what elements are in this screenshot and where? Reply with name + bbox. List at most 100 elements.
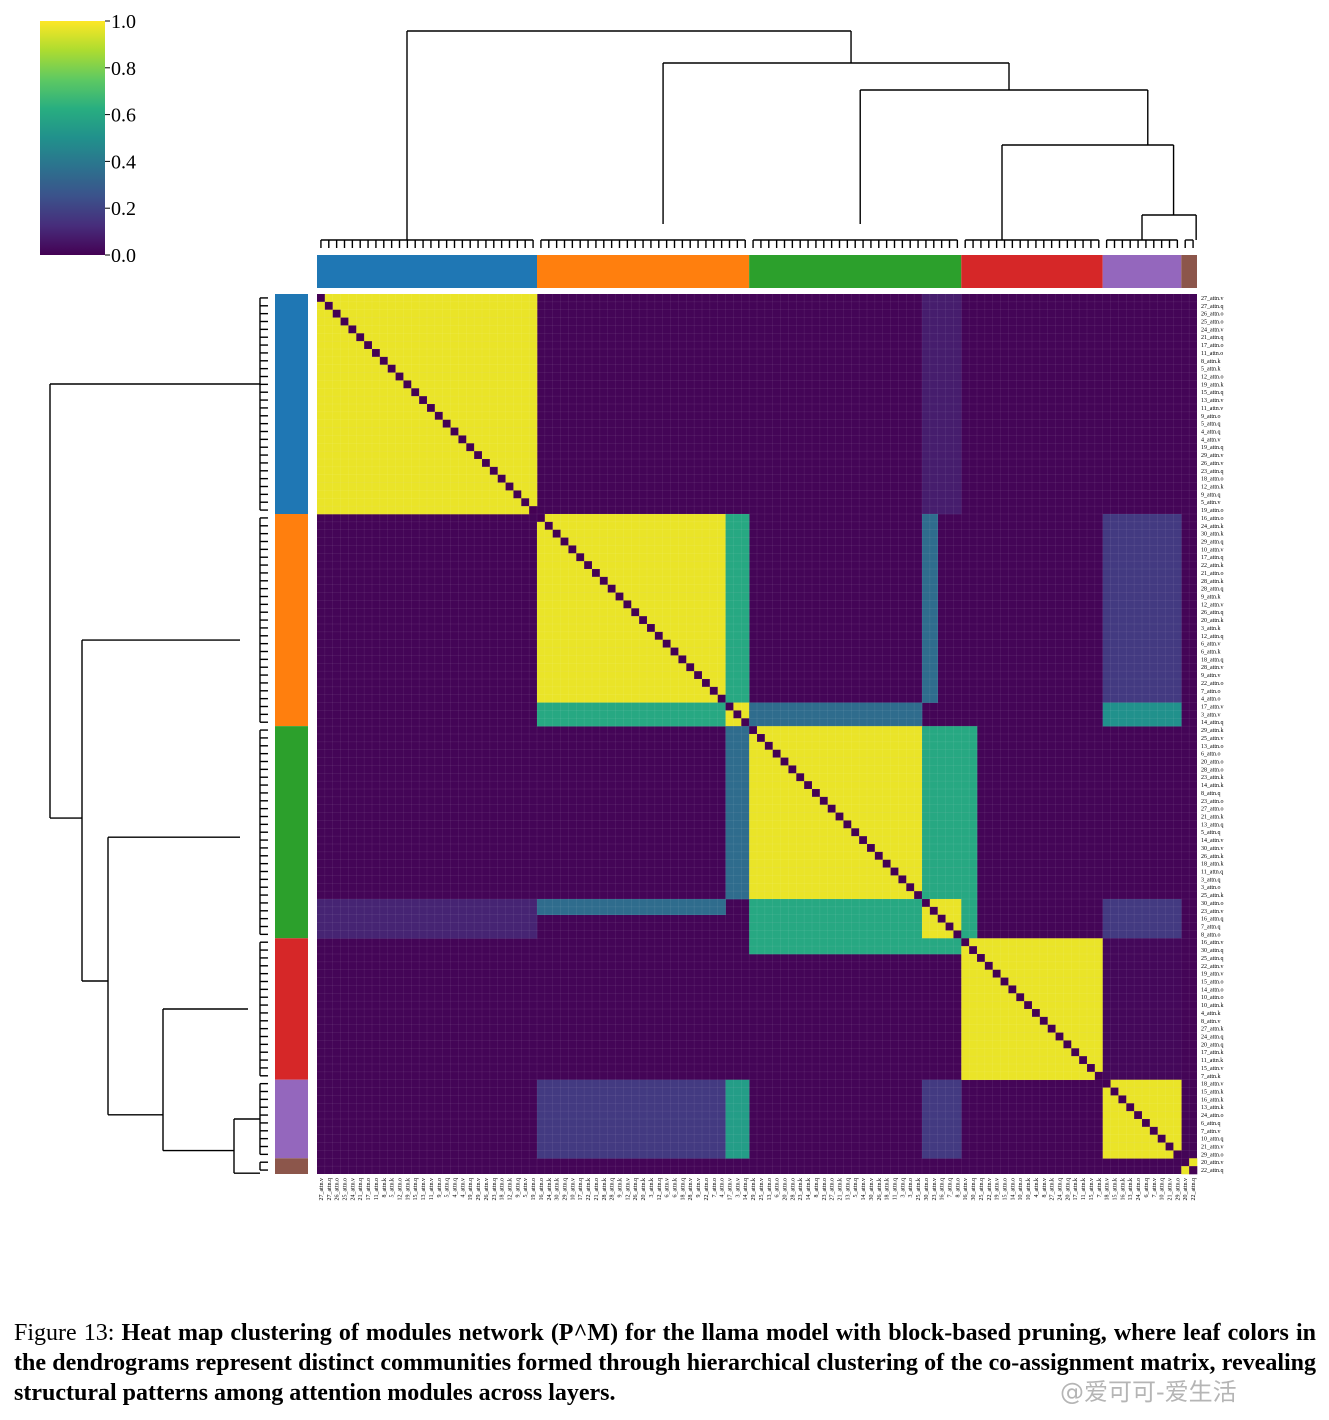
row-tick-label: 16_attn.q <box>1201 917 1224 923</box>
heatmap-cell <box>812 781 923 790</box>
heatmap-cell <box>1024 993 1104 1002</box>
heatmap-cell <box>945 922 954 931</box>
heatmap-cell <box>922 396 962 405</box>
heatmap-cell <box>332 301 538 311</box>
heatmap-cell <box>804 781 813 790</box>
heatmap-cell <box>922 325 962 334</box>
row-tick-label: 26_attn.v <box>1201 461 1224 467</box>
heatmap-cell <box>1142 1119 1151 1128</box>
heatmap-cell <box>1102 1111 1135 1120</box>
heatmap-cell <box>1102 521 1182 531</box>
heatmap-cell <box>922 356 962 366</box>
heatmap-cell <box>1102 561 1182 570</box>
heatmap-cell <box>1071 1040 1104 1049</box>
heatmap-cell <box>922 875 978 884</box>
heatmap-cell <box>647 624 656 633</box>
column-tick-label: 22_attn.k <box>586 1178 592 1201</box>
heatmap-cell <box>867 844 876 853</box>
row-tick-label: 7_attn.k <box>1201 1074 1221 1080</box>
heatmap-cell <box>662 631 726 641</box>
row-tick-label: 3_attn.k <box>1201 626 1221 632</box>
heatmap-cell <box>356 325 538 334</box>
heatmap-cell <box>725 718 742 727</box>
row-tick-label: 25_attn.o <box>1201 320 1224 326</box>
heatmap-cell <box>521 498 530 507</box>
heatmap-cell <box>1181 1166 1190 1175</box>
heatmap-cell <box>1102 663 1182 672</box>
heatmap-cell <box>835 804 923 813</box>
heatmap-cell <box>1102 584 1182 593</box>
heatmap-cell <box>772 749 781 758</box>
heatmap-cell <box>1102 1126 1151 1136</box>
heatmap-cell <box>1102 545 1182 554</box>
row-tick-label: 17_attn.k <box>1201 1050 1224 1056</box>
heatmap-cell <box>364 341 373 350</box>
row-tick-label: 21_attn.o <box>1201 571 1224 577</box>
heatmap-cell <box>922 906 931 916</box>
heatmap-cell <box>922 844 978 853</box>
row-tick-label: 18_attn.v <box>1201 1082 1224 1088</box>
column-tick-label: 8_attn.v <box>1042 1178 1048 1198</box>
row-tick-label: 26_attn.q <box>1201 610 1224 616</box>
heatmap-cell <box>929 899 962 908</box>
heatmap-cell <box>1157 1134 1166 1143</box>
heatmap-cell <box>725 569 750 578</box>
heatmap-cell <box>552 521 726 531</box>
row-tick-label: 10_attn.o <box>1201 995 1224 1001</box>
heatmap-cell <box>922 883 978 892</box>
heatmap-cell <box>725 647 750 656</box>
heatmap-cell <box>922 569 939 578</box>
heatmap-cell <box>615 584 726 593</box>
heatmap-cell <box>961 938 970 947</box>
heatmap-cell <box>922 859 978 868</box>
column-tick-label: 15_attn.o <box>1003 1178 1009 1201</box>
row-tick-label: 18_attn.o <box>1201 477 1224 483</box>
heatmap-cell <box>922 1119 962 1128</box>
heatmap-cell <box>929 906 939 916</box>
row-tick-label: 14_attn.o <box>1201 987 1224 993</box>
heatmap-cell <box>922 820 978 829</box>
heatmap-cell <box>890 867 899 876</box>
heatmap-cell <box>922 686 939 696</box>
column-tick-label: 27_attn.q <box>327 1178 333 1201</box>
heatmap-cell <box>725 741 750 751</box>
column-tick-label: 8_attn.k <box>382 1178 388 1198</box>
heatmap-cell <box>922 765 978 774</box>
column-tick-label: 20_attn.o <box>783 1178 789 1201</box>
heatmap-cell <box>505 482 514 491</box>
heatmap-cell <box>859 828 923 837</box>
column-tick-label: 7_attn.v <box>1152 1178 1158 1198</box>
heatmap-cell <box>922 741 978 751</box>
heatmap-cell <box>317 380 404 389</box>
row-tick-label: 16_attn.v <box>1201 940 1224 946</box>
row-tick-label: 22_attn.o <box>1201 681 1224 687</box>
column-tick-label: 10_attn.k <box>1026 1178 1032 1201</box>
heatmap-cell <box>1102 1150 1174 1159</box>
column-tick-label: 28_attn.q <box>610 1178 616 1201</box>
heatmap-cell <box>419 396 428 405</box>
heatmap-cell <box>922 726 978 735</box>
column-tick-label: 15_attn.q <box>413 1178 419 1201</box>
heatmap-cell <box>482 459 491 468</box>
heatmap-cell <box>717 694 726 703</box>
heatmap-cell <box>922 372 962 381</box>
row-tick-label: 13_attn.v <box>1201 398 1224 404</box>
column-tick-label: 23_attn.v <box>932 1178 938 1201</box>
row-tick-label: 22_attn.q <box>1201 1168 1224 1174</box>
column-tick-label: 18_attn.k <box>885 1178 891 1201</box>
row-community-5 <box>275 1158 308 1174</box>
column-tick-label: 3_attn.q <box>900 1178 906 1198</box>
column-tick-label: 3_attn.k <box>649 1178 655 1198</box>
heatmap-cell <box>1102 553 1182 562</box>
heatmap-cell <box>1134 1111 1143 1120</box>
heatmap-cell <box>317 899 538 908</box>
heatmap-cell <box>1094 1064 1104 1073</box>
heatmap-cell <box>890 859 923 868</box>
column-tick-label: 25_attn.k <box>916 1178 922 1201</box>
row-tick-label: 20_attn.k <box>1201 618 1224 624</box>
heatmap-cell <box>725 561 750 570</box>
heatmap-cell <box>804 773 923 782</box>
heatmap-cell <box>922 576 939 586</box>
column-tick-label: 3_attn.o <box>908 1178 914 1198</box>
column-community-3 <box>961 255 1103 288</box>
